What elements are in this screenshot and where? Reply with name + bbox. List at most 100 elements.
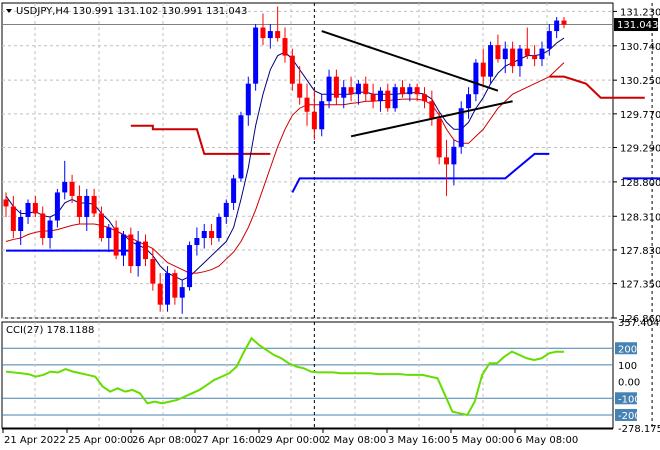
candle[interactable]: [194, 227, 200, 256]
candle[interactable]: [172, 269, 178, 305]
candle[interactable]: [495, 34, 501, 63]
triangle-down-icon[interactable]: [6, 9, 12, 13]
candle[interactable]: [407, 83, 413, 102]
candle[interactable]: [297, 66, 303, 105]
candle[interactable]: [157, 273, 163, 312]
candle[interactable]: [488, 41, 494, 84]
candle-body: [458, 108, 464, 147]
candle[interactable]: [209, 223, 215, 246]
candle[interactable]: [289, 48, 295, 91]
triangle-trendlines[interactable]: [321, 30, 513, 138]
candle[interactable]: [76, 185, 82, 224]
candle[interactable]: [480, 48, 486, 88]
candle[interactable]: [165, 266, 171, 312]
candle[interactable]: [69, 174, 75, 203]
candle[interactable]: [135, 231, 141, 277]
candle[interactable]: [10, 195, 16, 239]
candle[interactable]: [466, 87, 472, 119]
candle[interactable]: [260, 13, 266, 46]
candle[interactable]: [216, 213, 222, 242]
candle[interactable]: [282, 27, 288, 63]
candle[interactable]: [546, 24, 552, 56]
candle-body: [157, 283, 163, 305]
candlesticks[interactable]: [3, 6, 567, 314]
candle[interactable]: [231, 174, 237, 210]
price-tick-label: 130.740: [620, 42, 660, 53]
candle[interactable]: [414, 83, 420, 102]
candle[interactable]: [113, 220, 119, 260]
candle[interactable]: [187, 241, 193, 291]
candle[interactable]: [429, 90, 435, 126]
candle[interactable]: [311, 90, 317, 140]
candle[interactable]: [458, 101, 464, 154]
candle-body: [370, 94, 376, 102]
candle[interactable]: [47, 216, 53, 249]
candle[interactable]: [143, 234, 148, 267]
candle[interactable]: [517, 45, 523, 77]
candle[interactable]: [502, 41, 508, 74]
candle[interactable]: [98, 206, 104, 242]
candle[interactable]: [355, 80, 361, 105]
candle[interactable]: [267, 24, 273, 49]
candle[interactable]: [179, 280, 185, 314]
candle[interactable]: [422, 87, 427, 109]
candle[interactable]: [473, 59, 479, 102]
candle[interactable]: [120, 231, 126, 267]
candle[interactable]: [150, 248, 156, 291]
candle[interactable]: [554, 17, 560, 39]
candle[interactable]: [385, 83, 391, 112]
candle[interactable]: [40, 206, 46, 246]
candle[interactable]: [54, 188, 60, 228]
candle[interactable]: [223, 199, 229, 224]
candle[interactable]: [363, 76, 369, 102]
candle[interactable]: [451, 139, 457, 186]
cci-tick-label: 100: [618, 361, 637, 372]
candle[interactable]: [561, 17, 567, 29]
price-axis[interactable]: 131.230 130.740 130.250 129.770 129.290 128.8…: [613, 7, 660, 325]
candle[interactable]: [377, 87, 383, 112]
candle[interactable]: [253, 24, 259, 91]
candle[interactable]: [201, 223, 207, 249]
price-tick-label: 129.770: [620, 110, 660, 121]
candle[interactable]: [319, 94, 325, 137]
cci-axis[interactable]: 357.404 200 100 0.00 -100 -200 -278.175: [615, 318, 660, 435]
candle[interactable]: [238, 111, 244, 182]
candle[interactable]: [84, 188, 90, 232]
candle[interactable]: [333, 69, 339, 105]
candle[interactable]: [18, 209, 24, 246]
price-panel[interactable]: 131.230 130.740 130.250 129.770 129.290 128.8…: [1, 2, 660, 325]
candle[interactable]: [91, 188, 97, 217]
candle[interactable]: [32, 195, 38, 217]
candle[interactable]: [348, 76, 354, 102]
candle[interactable]: [25, 199, 31, 224]
candle[interactable]: [3, 192, 9, 217]
candle[interactable]: [524, 27, 530, 60]
candle[interactable]: [106, 223, 112, 253]
candle-body: [539, 48, 545, 60]
candle[interactable]: [370, 83, 376, 109]
candle[interactable]: [392, 83, 398, 112]
candle[interactable]: [539, 41, 545, 67]
candle[interactable]: [62, 160, 68, 200]
candle-body: [510, 48, 516, 67]
candle[interactable]: [341, 80, 347, 109]
time-tick-label: 29 Apr 00:00: [260, 435, 325, 446]
candle[interactable]: [510, 41, 516, 74]
candle[interactable]: [444, 139, 450, 196]
candle[interactable]: [326, 69, 332, 109]
cci-tick-label: 357.404: [618, 318, 659, 329]
trendline[interactable]: [350, 100, 513, 138]
candle[interactable]: [399, 80, 405, 98]
cci-panel[interactable]: 357.404 200 100 0.00 -100 -200 -278.175 CCI(27…: [1, 318, 660, 435]
candle[interactable]: [532, 45, 538, 67]
cci-tick-label: -278.175: [618, 424, 660, 435]
candle[interactable]: [275, 6, 281, 42]
candle[interactable]: [245, 76, 251, 126]
candle[interactable]: [304, 83, 310, 126]
trendline[interactable]: [321, 30, 499, 92]
candle-body: [363, 83, 369, 95]
candle[interactable]: [128, 227, 134, 274]
candle[interactable]: [436, 111, 442, 165]
